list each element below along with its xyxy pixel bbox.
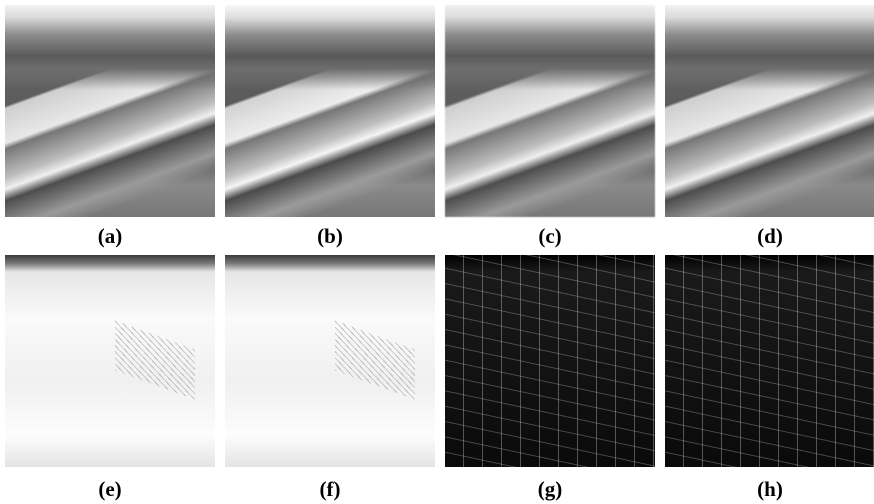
panel-label: (a) xyxy=(5,224,215,249)
figure: (a) (b) (c) (d) (e) (f) (g) (h) xyxy=(0,0,874,504)
panel-image xyxy=(665,5,874,217)
panel-label: (b) xyxy=(225,224,435,249)
panel-label: (h) xyxy=(665,477,874,502)
panel-image xyxy=(5,255,215,467)
panel-label: (d) xyxy=(665,224,874,249)
panel-image xyxy=(445,5,655,217)
panel-label: (c) xyxy=(445,224,655,249)
panel-image xyxy=(225,5,435,217)
panel-label: (e) xyxy=(5,477,215,502)
panel-label: (f) xyxy=(225,477,435,502)
panel-image xyxy=(225,255,435,467)
panel-image xyxy=(5,5,215,217)
panel-image xyxy=(665,255,874,467)
panel-image xyxy=(445,255,655,467)
panel-label: (g) xyxy=(445,477,655,502)
